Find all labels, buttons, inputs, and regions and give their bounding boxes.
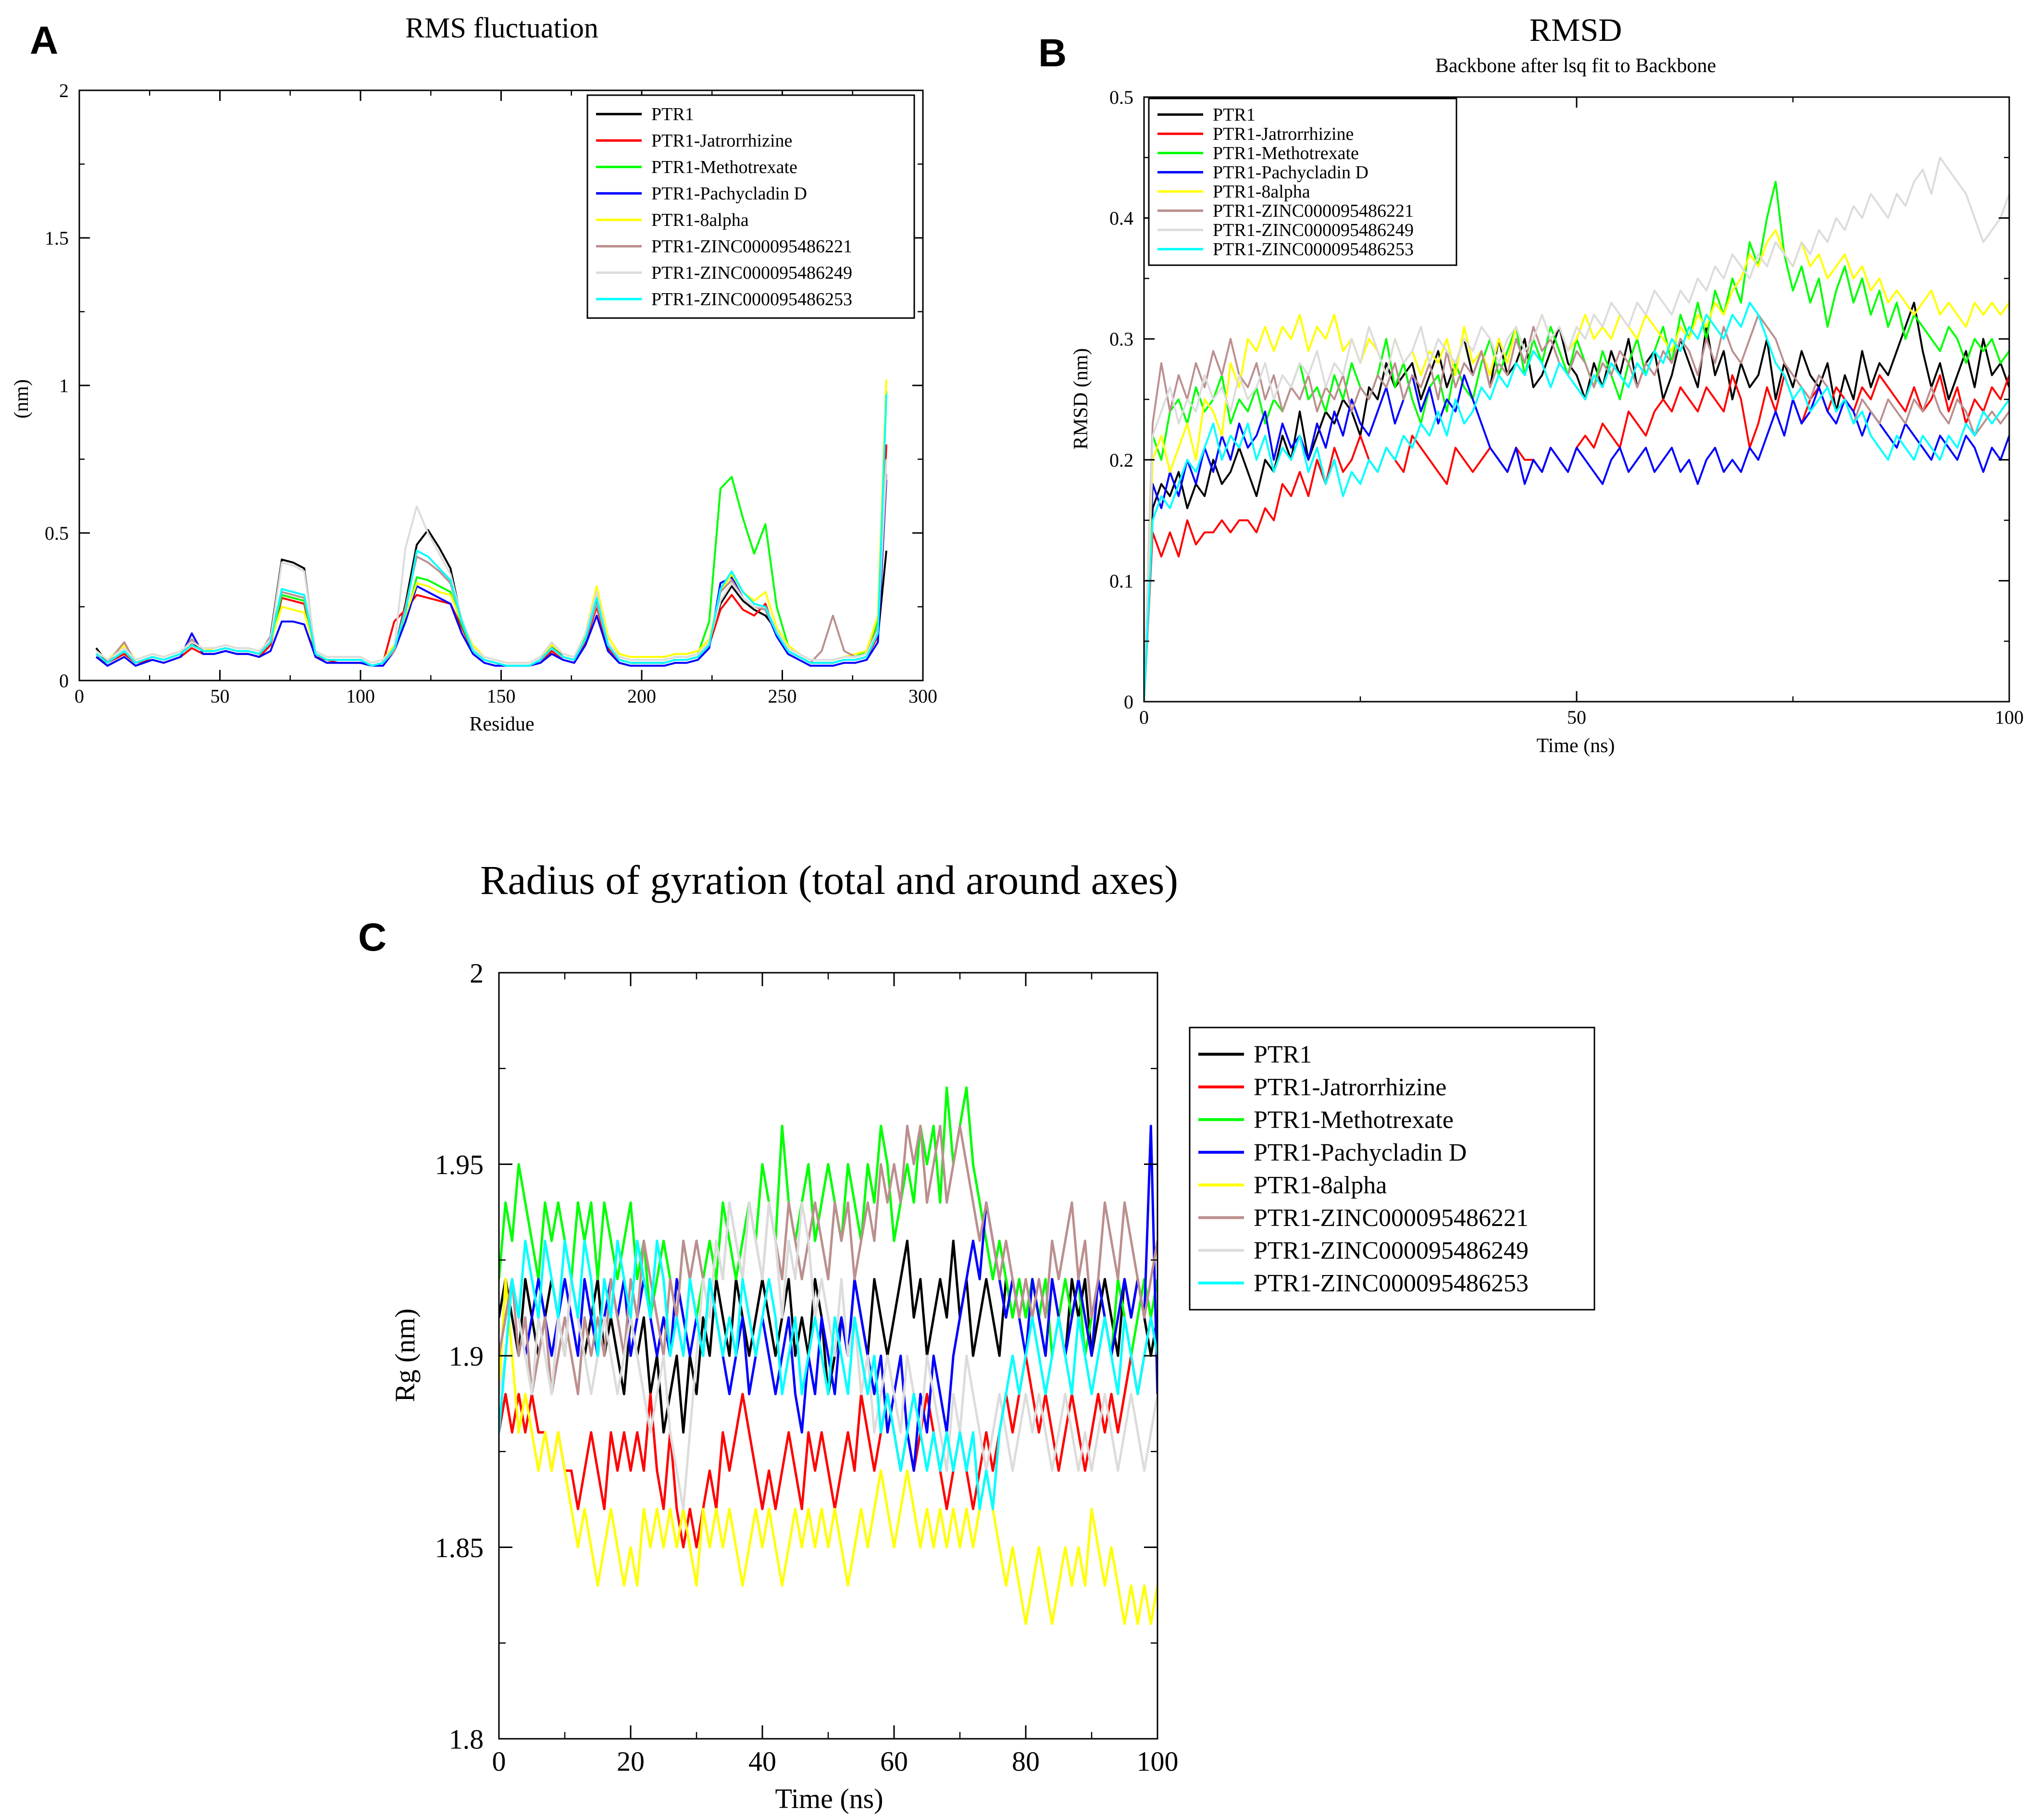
panel-a-legend-label-ptr1-zinc000095486253: PTR1-ZINC000095486253 [651,289,852,310]
panel-letter-c: C [358,916,386,959]
panel-c-x-tick-label: 60 [880,1746,908,1777]
panel-b-legend-label-ptr1: PTR1 [1213,105,1256,125]
panel-c-legend-label-ptr1-methotrexate: PTR1-Methotrexate [1254,1106,1454,1134]
panel-c-title: Radius of gyration (total and around axe… [480,857,1178,903]
panel-c-legend-label-ptr1: PTR1 [1254,1041,1312,1068]
panel-b-y-tick-label: 0.4 [1109,208,1133,229]
panel-b-legend-label-ptr1-zinc000095486253: PTR1-ZINC000095486253 [1213,239,1414,260]
panel-a-y-tick-label: 0.5 [45,522,69,544]
panel-c-legend-label-ptr1-8alpha: PTR1-8alpha [1254,1172,1387,1199]
panel-c-series-group [499,1086,1157,1625]
panel-a-legend-label-ptr1-zinc000095486221: PTR1-ZINC000095486221 [651,236,852,257]
panel-c-x-tick-label: 0 [492,1746,506,1777]
panel-b-plot: 0 50 100 0 0.1 0.2 0.3 0.4 0.5 PTR1PTR1-Jatrorrhi… [1109,87,2024,728]
panel-b-series-ptr1-8alpha [1144,229,2009,702]
panel-b-y-tick-label: 0.3 [1109,328,1133,350]
panel-c-legend: PTR1 PTR1-Jatrorrhizine PTR1-Methotrexate P… [1189,1027,1595,1311]
panel-b-series-ptr1-pachycladin-d [1144,374,2009,702]
panel-a-ylabel: (nm) [11,379,33,419]
panel-a-series-ptr1-zinc000095486249 [95,459,887,664]
panel-b-series-ptr1-zinc000095486249 [1144,156,2009,702]
panel-a-y-tick-label: 1.5 [45,227,69,249]
panel-b-series-ptr1-zinc000095486253 [1144,301,2009,702]
panel-b-legend-label-ptr1-methotrexate: PTR1-Methotrexate [1213,143,1359,163]
panel-b-subtitle: Backbone after lsq fit to Backbone [1435,55,1716,77]
panel-a-legend-label-ptr1: PTR1 [651,104,694,124]
panel-a-legend: PTR1 PTR1-Jatrorrhizine PTR1-Methotrexate P… [586,94,915,319]
panel-b-xlabel: Time (ns) [1537,735,1615,757]
panel-c-legend-label-ptr1-zinc000095486221: PTR1-ZINC000095486221 [1254,1204,1529,1232]
panel-a-legend-box [586,94,915,319]
panel-b-x-tick-label: 50 [1567,706,1586,728]
panel-a-y-tick-label: 1 [59,375,69,396]
panel-b-legend-label-ptr1-pachycladin-d: PTR1-Pachycladin D [1213,162,1368,183]
panel-b-legend: PTR1PTR1-JatrorrhizinePTR1-MethotrexateP… [1148,98,1457,266]
panel-c-series-ptr1-zinc000095486253 [499,1239,1157,1510]
panel-a-chart: RMS fluctuation 0 50 100 150 200 250 300 0 0.5 1 1… [11,12,937,735]
panel-a-x-tick-label: 150 [487,685,516,707]
panel-a-legend-label-ptr1-methotrexate: PTR1-Methotrexate [651,157,797,177]
panel-b-y-tick-label: 0.5 [1109,87,1133,108]
panel-b-series-ptr1 [1144,301,2009,702]
panel-c-x-tick-label: 40 [748,1746,776,1777]
panel-a-plot: 0 50 100 150 200 250 300 0 0.5 1 1.5 2 PTR1 PTR1-Jatr… [45,80,937,707]
panel-a-x-tick-label: 50 [211,685,230,707]
panel-a-x-tick-label: 250 [768,685,797,707]
panel-c-y-tick-label: 2 [470,957,484,989]
panel-a-legend-label-ptr1-8alpha: PTR1-8alpha [651,210,749,230]
panel-b-y-tick-label: 0.2 [1109,449,1133,471]
panel-c-x-tick-label: 100 [1137,1746,1179,1777]
panel-c-y-tick-label: 1.9 [449,1340,484,1372]
panel-b-x-tick-label: 100 [1995,706,2024,728]
panel-c-legend-label-ptr1-jatrorrhizine: PTR1-Jatrorrhizine [1254,1074,1446,1101]
panel-a-x-tick-label: 0 [75,685,84,707]
panel-b-x-tick-label: 0 [1139,706,1149,728]
panel-a-y-tick-label: 0 [59,670,69,692]
panel-c-legend-box [1189,1027,1595,1311]
panel-b-title: RMSD [1530,12,1622,48]
panel-c-x-tick-label: 20 [617,1746,645,1777]
panel-c-legend-label-ptr1-zinc000095486253: PTR1-ZINC000095486253 [1254,1270,1529,1297]
panel-b-chart: RMSD Backbone after lsq fit to Backbone … [1070,12,2024,757]
panel-a-legend-label-ptr1-jatrorrhizine: PTR1-Jatrorrhizine [651,131,792,151]
panel-c-x-tick-label: 80 [1012,1746,1040,1777]
panel-c-chart: Radius of gyration (total and around axe… [389,857,1595,1814]
panel-b-ylabel: RMSD (nm) [1070,348,1092,449]
panel-c-y-tick-label: 1.95 [435,1149,484,1180]
panel-a-x-tick-label: 300 [908,685,937,707]
panel-a-y-tick-label: 2 [59,80,69,101]
panel-b-y-tick-label: 0.1 [1109,570,1133,592]
panel-b-y-tick-label: 0 [1124,691,1133,713]
panel-c-xlabel: Time (ns) [775,1783,883,1814]
panel-c-ylabel: Rg (nm) [389,1309,421,1402]
panel-c-y-tick-label: 1.85 [435,1532,484,1563]
panel-letter-b: B [1038,31,1067,75]
panel-a-x-tick-label: 200 [627,685,656,707]
panel-a-legend-label-ptr1-zinc000095486249: PTR1-ZINC000095486249 [651,263,852,283]
panel-a-legend-label-ptr1-pachycladin-d: PTR1-Pachycladin D [651,184,807,204]
panel-c-series-ptr1-8alpha [499,1278,1157,1625]
panel-c-y-tick-label: 1.8 [449,1723,484,1755]
panel-c-plot: 0 20 40 60 80 100 1.8 1.85 1.9 1.95 2 PTR1 PTR1-Jatr… [435,957,1595,1777]
panel-b-legend-label-ptr1-zinc000095486221: PTR1-ZINC000095486221 [1213,201,1414,221]
panel-a-series-group [95,379,887,667]
panel-c-legend-label-ptr1-zinc000095486249: PTR1-ZINC000095486249 [1254,1237,1529,1264]
panel-b-series-group [1144,156,2009,702]
panel-c-series-ptr1-zinc000095486249 [499,1201,1157,1510]
panel-b-legend-label-ptr1-zinc000095486249: PTR1-ZINC000095486249 [1213,220,1414,240]
panel-a-xlabel: Residue [469,713,534,735]
panel-b-legend-label-ptr1-8alpha: PTR1-8alpha [1213,182,1310,202]
panel-c-legend-label-ptr1-pachycladin-d: PTR1-Pachycladin D [1254,1139,1467,1166]
panel-letter-a: A [30,19,58,62]
panel-b-series-ptr1-zinc000095486221 [1144,313,2009,702]
panel-a-title: RMS fluctuation [405,12,598,44]
panel-c-series-ptr1-jatrorrhizine [499,1316,1157,1548]
panel-b-legend-label-ptr1-jatrorrhizine: PTR1-Jatrorrhizine [1213,124,1354,144]
panel-a-series-ptr1-zinc000095486253 [95,394,887,667]
panel-a-x-tick-label: 100 [346,685,375,707]
panel-b-legend-box [1148,98,1457,266]
